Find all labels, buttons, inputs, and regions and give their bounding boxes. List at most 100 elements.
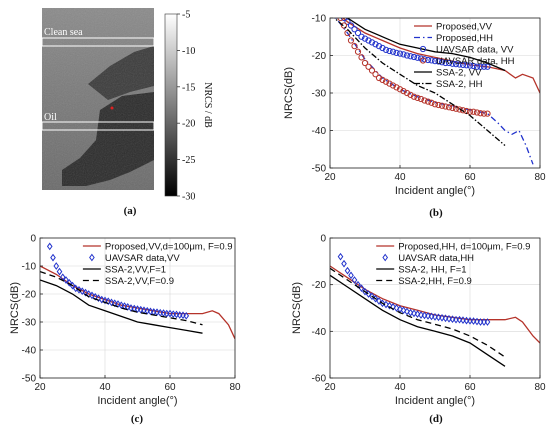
data-point	[154, 308, 160, 317]
series-layer	[330, 252, 540, 367]
data-point	[393, 49, 400, 56]
colorbar-tick-label: -10	[182, 46, 195, 57]
data-point	[407, 53, 414, 60]
legend-label: SSA-2,VV,F=0.9	[105, 276, 174, 287]
data-point	[56, 267, 63, 276]
legend-label: Proposed,HH	[436, 33, 493, 44]
data-point	[459, 107, 467, 114]
y-tick-label: -50	[22, 374, 37, 385]
colorbar-tick-label: -5	[182, 10, 190, 21]
y-tick-label: -60	[312, 374, 327, 385]
legend-label: SSA-2,VV,F=1	[105, 264, 166, 275]
data-point	[351, 276, 358, 284]
data-point	[361, 59, 369, 67]
colorbar	[164, 13, 178, 197]
data-point	[417, 55, 425, 62]
data-point	[167, 309, 173, 318]
panel-a: Clean sea Oil -5 -10 -15 -20 -25 -30 NRCS / d…	[41, 8, 213, 217]
data-point	[463, 62, 470, 69]
data-point	[414, 54, 421, 61]
data-point	[66, 278, 73, 287]
series-line	[333, 18, 506, 146]
data-point	[361, 35, 369, 42]
chart-c: 20 40 60 80 0 -10 -20 -30 -40 -50 Incident angle(°…	[9, 234, 241, 426]
y-tick-label: -50	[312, 164, 327, 175]
colorbar-label: NRCS / dB	[202, 82, 213, 128]
data-point	[115, 300, 121, 308]
data-point	[439, 313, 445, 322]
legend-label: UAVSAR data,VV	[105, 253, 180, 264]
panel-label: (c)	[131, 413, 144, 425]
data-point	[445, 59, 453, 67]
data-point	[124, 303, 131, 311]
data-point	[393, 84, 400, 91]
clean-sea-label: Clean sea	[44, 27, 83, 38]
series-line	[330, 267, 506, 358]
data-point	[337, 252, 344, 261]
data-point	[383, 300, 389, 309]
legend-label: UAVSAR data, HH	[436, 56, 515, 67]
data-point	[467, 316, 473, 325]
data-point	[456, 315, 463, 324]
data-point	[382, 253, 389, 262]
x-tick-label: 20	[324, 382, 336, 393]
y-tick-label: 0	[320, 234, 326, 245]
x-tick-label: 60	[464, 382, 476, 393]
data-point	[463, 316, 470, 325]
data-point	[474, 317, 480, 326]
panel-label: (d)	[429, 413, 443, 425]
chart-b: 20 40 60 80 -10 -20 -30 -40 -50 Incident angle(°)…	[283, 14, 546, 220]
data-point	[375, 43, 383, 50]
data-point	[379, 76, 386, 83]
data-point	[410, 93, 418, 100]
data-point	[144, 306, 151, 315]
data-point	[46, 242, 53, 251]
colorbar-tick-label: -25	[182, 155, 195, 166]
data-point	[358, 33, 365, 40]
data-point	[470, 62, 477, 70]
data-point	[470, 317, 477, 325]
data-point	[354, 48, 362, 55]
data-point	[82, 288, 89, 297]
legend-label: SSA-2,HH, F=0.9	[398, 276, 472, 287]
data-point	[421, 311, 428, 320]
data-point	[368, 67, 376, 74]
data-point	[53, 262, 60, 270]
legend-label: Proposed,VV,d=100μm, F=0.9	[105, 241, 233, 252]
data-point	[473, 63, 481, 70]
data-point	[128, 304, 134, 312]
data-point	[137, 305, 144, 314]
data-point	[410, 53, 418, 61]
data-point	[431, 58, 439, 65]
data-point	[435, 313, 442, 322]
y-tick-label: -40	[312, 126, 327, 137]
data-point	[389, 48, 397, 55]
y-axis-label: NRCS(dB)	[9, 282, 21, 334]
data-point	[389, 82, 397, 89]
data-point	[368, 39, 376, 46]
data-point	[442, 59, 449, 67]
data-point	[466, 108, 474, 115]
data-point	[386, 47, 393, 55]
data-point	[351, 43, 358, 50]
data-point	[435, 58, 442, 65]
data-point	[403, 89, 411, 97]
data-point	[108, 298, 115, 307]
data-point	[358, 54, 365, 61]
data-point	[396, 50, 404, 57]
data-point	[92, 292, 99, 301]
data-point	[340, 22, 348, 29]
x-tick-label: 20	[34, 382, 46, 393]
clean-sea-box	[41, 37, 155, 47]
data-point	[173, 310, 180, 319]
data-point	[396, 86, 404, 93]
data-point	[386, 80, 393, 87]
x-tick-label: 80	[534, 382, 546, 393]
data-point	[419, 45, 427, 53]
y-axis-label: NRCS(dB)	[283, 67, 295, 119]
data-point	[407, 308, 414, 317]
data-point	[386, 301, 393, 310]
data-point	[404, 307, 410, 316]
